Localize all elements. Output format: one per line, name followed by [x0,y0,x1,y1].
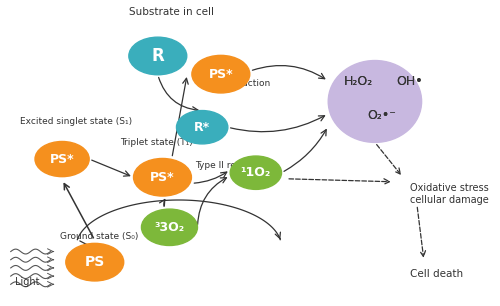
Circle shape [230,156,281,189]
Circle shape [142,209,198,245]
Text: O₂•⁻: O₂•⁻ [368,109,396,121]
Text: Triplet state (T₁): Triplet state (T₁) [120,138,193,147]
Text: PS*: PS* [150,171,175,184]
Text: H₂O₂: H₂O₂ [344,75,373,88]
Ellipse shape [328,61,422,142]
Circle shape [66,243,124,281]
Text: OH•: OH• [396,75,423,88]
Text: Cell death: Cell death [410,269,463,279]
Text: Substrate in cell: Substrate in cell [130,7,214,17]
Text: PS: PS [84,255,105,269]
Text: O₂•⁻: O₂•⁻ [368,109,396,121]
Text: ¹1O₂: ¹1O₂ [240,166,271,179]
Circle shape [134,159,192,196]
Text: Excited singlet state (S₁): Excited singlet state (S₁) [20,117,132,126]
Text: Oxidative stress
cellular damage: Oxidative stress cellular damage [410,183,488,205]
Text: PS*: PS* [50,153,74,166]
Circle shape [176,110,228,144]
Text: H₂O₂: H₂O₂ [344,75,373,88]
Text: Type I reaction: Type I reaction [204,79,270,88]
Text: Light: Light [15,277,40,287]
Text: Ground state (S₀): Ground state (S₀) [60,232,138,241]
Text: R: R [152,47,164,65]
Text: PS*: PS* [208,68,233,81]
Text: OH•: OH• [396,75,423,88]
Text: ³3O₂: ³3O₂ [154,221,184,234]
Circle shape [35,141,89,177]
Text: Type II reaction: Type II reaction [195,161,264,170]
Circle shape [192,55,250,93]
Text: R*: R* [194,121,210,134]
Circle shape [129,37,187,75]
